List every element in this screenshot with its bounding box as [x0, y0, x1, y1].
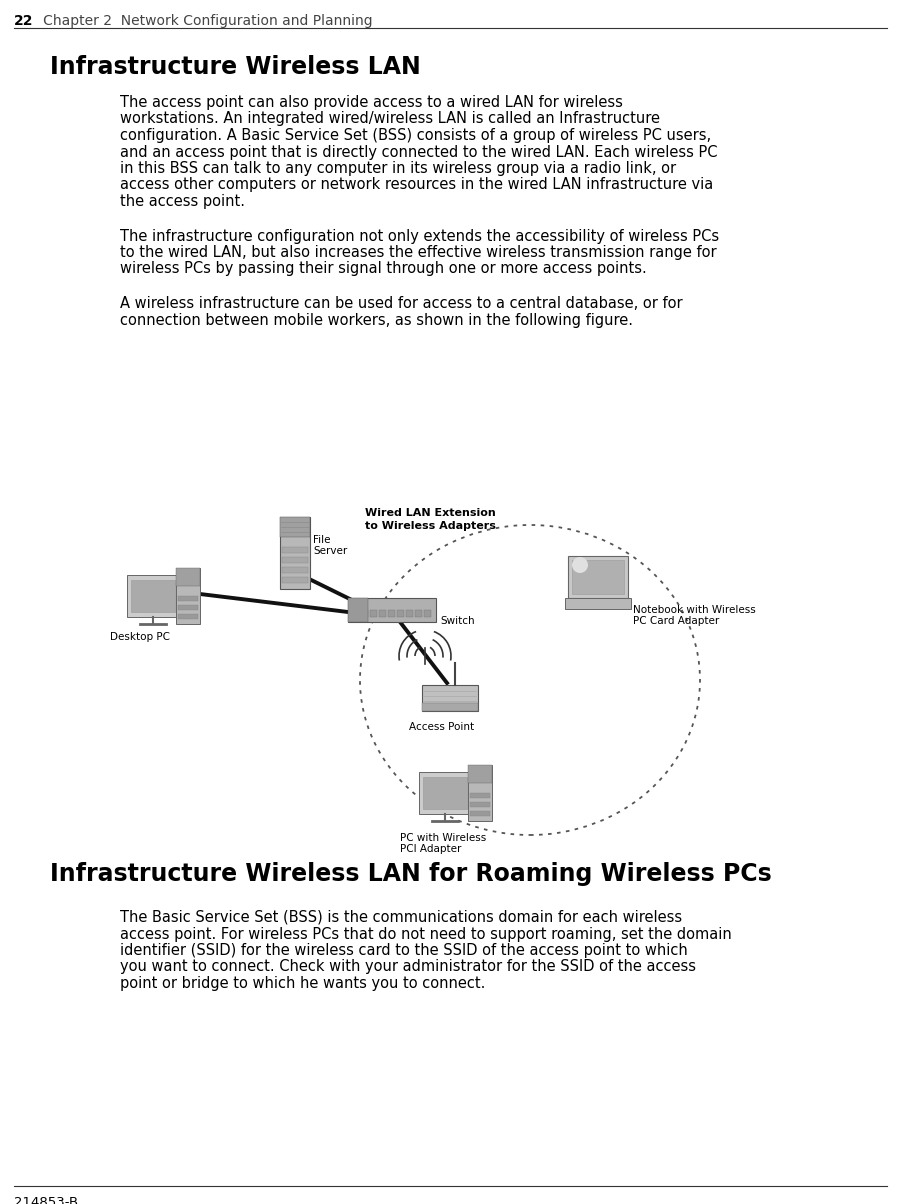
Bar [131, 580, 175, 612]
Bar [397, 610, 404, 616]
Text: File: File [313, 535, 331, 545]
Text: point or bridge to which he wants you to connect.: point or bridge to which he wants you to… [120, 976, 486, 991]
Bar [176, 568, 200, 624]
Text: The access point can also provide access to a wired LAN for wireless: The access point can also provide access… [120, 95, 623, 110]
Bar [280, 517, 310, 589]
Bar [370, 610, 377, 616]
Text: and an access point that is directly connected to the wired LAN. Each wireless P: and an access point that is directly con… [120, 144, 717, 159]
Bar [470, 802, 490, 807]
Text: access point. For wireless PCs that do not need to support roaming, set the doma: access point. For wireless PCs that do n… [120, 927, 732, 942]
Bar [388, 610, 395, 616]
Text: Infrastructure Wireless LAN: Infrastructure Wireless LAN [50, 55, 421, 79]
Bar [282, 547, 308, 553]
Bar [470, 793, 490, 798]
Text: Wired LAN Extension: Wired LAN Extension [365, 508, 496, 518]
Text: connection between mobile workers, as shown in the following figure.: connection between mobile workers, as sh… [120, 313, 633, 327]
Bar [419, 772, 471, 814]
Bar [423, 777, 467, 809]
Bar [468, 765, 492, 783]
Bar [348, 598, 436, 622]
Text: in this BSS can talk to any computer in its wireless group via a radio link, or: in this BSS can talk to any computer in … [120, 161, 676, 176]
Text: PC with Wireless: PC with Wireless [400, 833, 487, 843]
Text: Notebook with Wireless: Notebook with Wireless [633, 604, 756, 615]
Bar [379, 610, 386, 616]
Text: The Basic Service Set (BSS) is the communications domain for each wireless: The Basic Service Set (BSS) is the commu… [120, 910, 682, 925]
Text: The infrastructure configuration not only extends the accessibility of wireless : The infrastructure configuration not onl… [120, 229, 719, 243]
Text: Chapter 2  Network Configuration and Planning: Chapter 2 Network Configuration and Plan… [30, 14, 373, 28]
Bar [280, 517, 310, 537]
Bar [178, 596, 198, 601]
Text: Desktop PC: Desktop PC [110, 632, 170, 642]
Text: access other computers or network resources in the wired LAN infrastructure via: access other computers or network resour… [120, 177, 714, 193]
Bar [422, 685, 478, 712]
Text: workstations. An integrated wired/wireless LAN is called an Infrastructure: workstations. An integrated wired/wirele… [120, 112, 660, 126]
Bar [406, 610, 413, 616]
Text: wireless PCs by passing their signal through one or more access points.: wireless PCs by passing their signal thr… [120, 261, 647, 277]
Text: configuration. A Basic Service Set (BSS) consists of a group of wireless PC user: configuration. A Basic Service Set (BSS)… [120, 128, 711, 143]
Text: PC Card Adapter: PC Card Adapter [633, 616, 719, 626]
Text: you want to connect. Check with your administrator for the SSID of the access: you want to connect. Check with your adm… [120, 960, 696, 974]
Bar [176, 568, 200, 586]
Text: Access Point: Access Point [409, 722, 475, 732]
Text: identifier (SSID) for the wireless card to the SSID of the access point to which: identifier (SSID) for the wireless card … [120, 943, 687, 958]
Bar [422, 703, 478, 712]
Text: to the wired LAN, but also increases the effective wireless transmission range f: to the wired LAN, but also increases the… [120, 244, 716, 260]
Bar [361, 610, 368, 616]
Text: PCI Adapter: PCI Adapter [400, 844, 461, 854]
Bar [468, 765, 492, 821]
Bar [282, 567, 308, 573]
Text: Switch: Switch [440, 616, 475, 626]
Bar [424, 610, 431, 616]
Text: the access point.: the access point. [120, 194, 245, 209]
Bar [572, 560, 624, 594]
Text: Server: Server [313, 545, 347, 556]
Bar [178, 614, 198, 619]
Bar [565, 598, 631, 609]
Bar [568, 556, 628, 598]
Text: to Wireless Adapters: to Wireless Adapters [365, 521, 496, 531]
Bar [348, 598, 368, 622]
Bar [178, 604, 198, 610]
Bar [352, 610, 359, 616]
Text: A wireless infrastructure can be used for access to a central database, or for: A wireless infrastructure can be used fo… [120, 296, 683, 311]
Bar [282, 557, 308, 563]
Bar [415, 610, 422, 616]
Bar [127, 576, 179, 616]
Text: 22: 22 [14, 14, 33, 28]
Bar [282, 577, 308, 583]
Bar [470, 811, 490, 816]
Circle shape [572, 557, 588, 573]
Text: 214853-B: 214853-B [14, 1196, 78, 1204]
Text: Infrastructure Wireless LAN for Roaming Wireless PCs: Infrastructure Wireless LAN for Roaming … [50, 862, 772, 886]
